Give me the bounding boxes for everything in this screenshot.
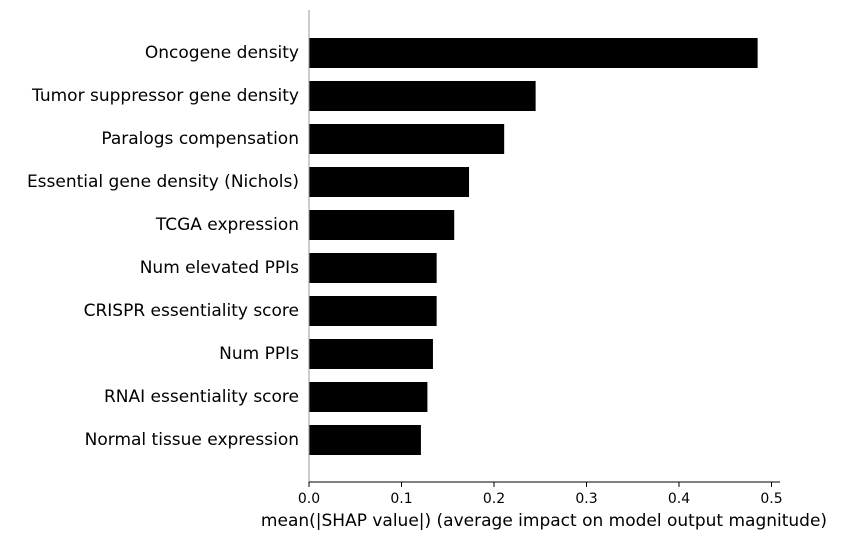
category-label-7: Num PPIs xyxy=(219,344,299,364)
bar-1 xyxy=(309,81,536,111)
category-label-5: Num elevated PPIs xyxy=(140,258,299,278)
bar-4 xyxy=(309,210,455,240)
x-axis-title: mean(|SHAP value|) (average impact on mo… xyxy=(261,511,827,531)
x-tick-label-2: 0.2 xyxy=(483,491,505,507)
category-label-4: TCGA expression xyxy=(155,215,299,235)
bar-6 xyxy=(309,296,437,326)
bar-0 xyxy=(309,38,758,68)
category-labels-group: Oncogene density Tumor suppressor gene de… xyxy=(27,43,299,450)
bar-5 xyxy=(309,253,437,283)
category-label-3: Essential gene density (Nichols) xyxy=(27,172,299,192)
x-tick-label-1: 0.1 xyxy=(390,491,412,507)
x-ticks-group: 0.0 0.1 0.2 0.3 0.4 0.5 xyxy=(298,482,783,507)
bar-2 xyxy=(309,124,505,154)
category-label-0: Oncogene density xyxy=(145,43,299,63)
x-tick-label-3: 0.3 xyxy=(575,491,597,507)
x-tick-label-0: 0.0 xyxy=(298,491,320,507)
category-label-8: RNAI essentiality score xyxy=(104,387,299,407)
category-label-9: Normal tissue expression xyxy=(85,430,299,450)
bars-group xyxy=(309,38,758,455)
bar-8 xyxy=(309,382,428,412)
category-label-2: Paralogs compensation xyxy=(101,129,299,149)
bar-3 xyxy=(309,167,470,197)
bar-7 xyxy=(309,339,433,369)
x-tick-label-5: 0.5 xyxy=(760,491,782,507)
x-tick-label-4: 0.4 xyxy=(668,491,690,507)
category-label-6: CRISPR essentiality score xyxy=(84,301,299,321)
category-label-1: Tumor suppressor gene density xyxy=(31,86,299,106)
bar-9 xyxy=(309,425,421,455)
